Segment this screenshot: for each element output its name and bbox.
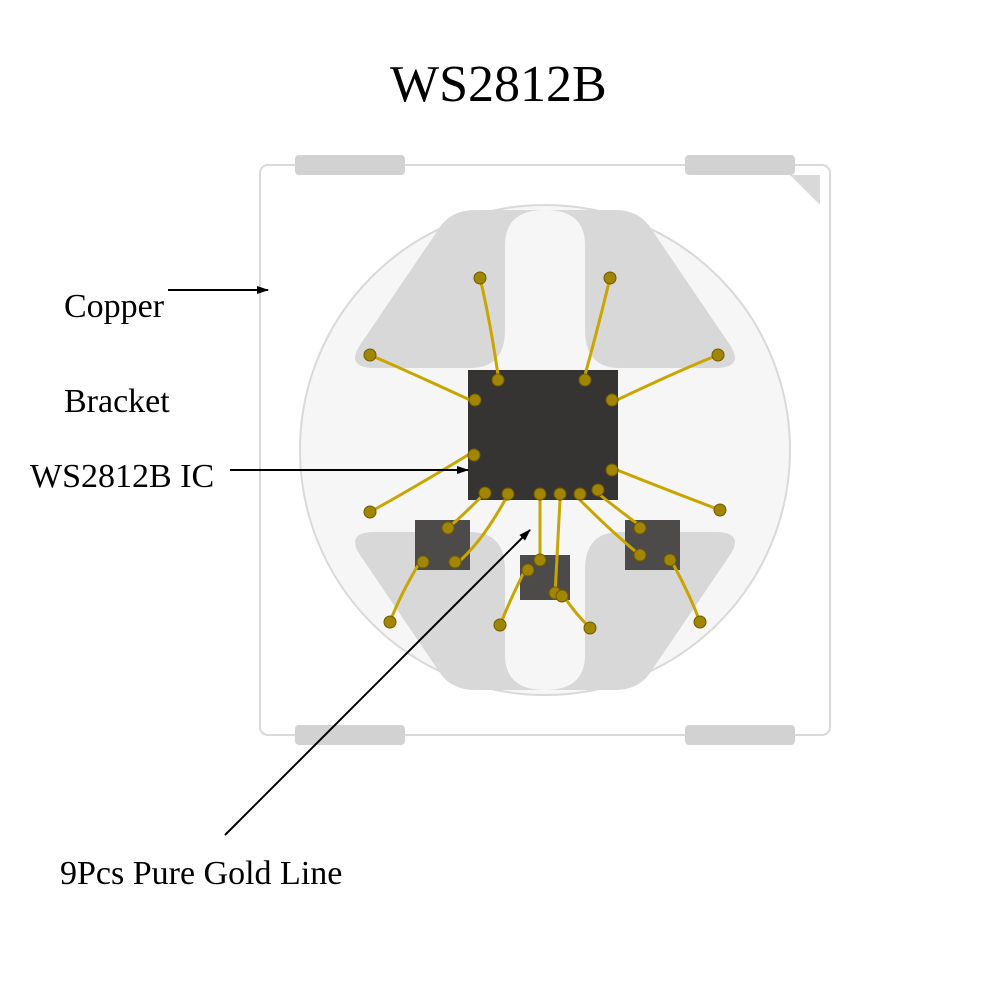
bond-pad [502,488,514,500]
bond-pad [714,504,726,516]
diagram-title: WS2812B [390,55,607,114]
bond-pad [634,549,646,561]
bond-pad [522,564,534,576]
label-gold-line: 9Pcs Pure Gold Line [60,850,342,898]
solder-pad [295,725,405,745]
bond-pad [664,554,676,566]
bond-pad [479,487,491,499]
bond-pad [606,394,618,406]
bond-pad [474,272,486,284]
bond-pad [694,616,706,628]
bond-pad [634,522,646,534]
bond-pad [384,616,396,628]
bond-pad [556,590,568,602]
bond-pad [592,484,604,496]
label-copper-line2: Bracket [64,383,170,420]
bond-pad [442,522,454,534]
solder-pad [685,725,795,745]
bond-pad [584,622,596,634]
bond-pad [468,449,480,461]
bond-pad [606,464,618,476]
diagram-stage: WS2812B Copper Bracket WS2812B IC 9Pcs P… [0,0,1000,1000]
bond-pad [604,272,616,284]
bond-pad [574,488,586,500]
label-ic: WS2812B IC [30,453,214,501]
bond-pad [449,556,461,568]
bond-pad [364,349,376,361]
bond-pad [494,619,506,631]
label-copper-bracket: Copper Bracket [30,235,170,473]
solder-pad [295,155,405,175]
bond-pad [579,374,591,386]
bond-pad [417,556,429,568]
bond-pad [469,394,481,406]
label-copper-line1: Copper [64,288,164,325]
ws2812b-ic-die [468,370,618,500]
bond-pad [492,374,504,386]
bond-pad [712,349,724,361]
bond-pad [534,554,546,566]
bond-pad [554,488,566,500]
solder-pad [685,155,795,175]
bond-pad [534,488,546,500]
bond-pad [364,506,376,518]
